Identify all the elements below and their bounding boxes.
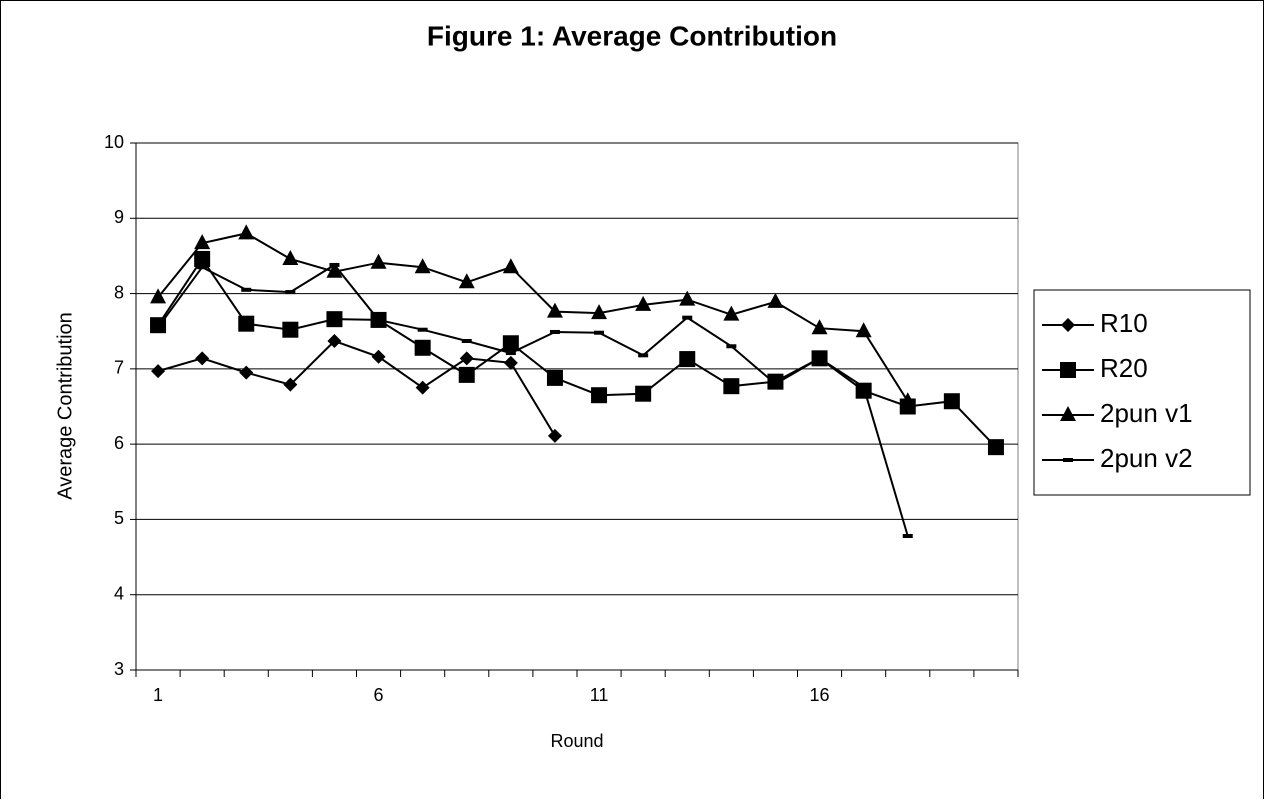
marker: [591, 304, 608, 320]
marker: [635, 295, 652, 311]
marker: [899, 392, 916, 408]
marker: [285, 290, 296, 295]
y-tick-label: 7: [114, 358, 124, 378]
marker: [902, 533, 913, 538]
x-axis-label: Round: [550, 731, 603, 751]
chart-title: Figure 1: Average Contribution: [427, 20, 837, 51]
marker: [679, 290, 696, 306]
marker: [723, 305, 740, 321]
marker: [770, 381, 781, 386]
marker: [195, 351, 210, 366]
marker: [373, 317, 384, 322]
marker: [546, 369, 563, 386]
marker: [238, 315, 255, 332]
marker: [151, 364, 166, 379]
marker: [943, 393, 960, 410]
legend-label: 2pun v1: [1100, 398, 1193, 428]
y-tick-label: 5: [114, 508, 124, 528]
marker: [723, 378, 740, 395]
marker: [814, 356, 825, 361]
marker: [987, 439, 1004, 456]
series-line: [157, 263, 909, 537]
x-tick-label: 16: [810, 685, 830, 705]
y-tick-label: 10: [104, 132, 124, 152]
marker: [459, 351, 474, 366]
marker: [153, 325, 164, 330]
marker: [855, 322, 872, 338]
marker: [194, 250, 211, 267]
marker: [502, 335, 519, 352]
y-tick-label: 4: [114, 583, 124, 603]
marker: [503, 355, 518, 370]
marker: [326, 311, 343, 328]
marker: [241, 287, 252, 292]
marker: [726, 344, 737, 349]
marker: [461, 339, 472, 344]
marker: [546, 302, 563, 318]
marker: [238, 224, 255, 240]
x-tick-label: 6: [374, 685, 384, 705]
x-tick-label: 11: [590, 685, 609, 705]
marker: [682, 315, 693, 320]
legend-label: R10: [1100, 308, 1148, 338]
marker: [502, 258, 519, 274]
marker: [1063, 458, 1073, 462]
marker: [327, 334, 342, 349]
plot-area: [135, 142, 1019, 671]
marker: [767, 292, 784, 308]
marker: [415, 380, 430, 395]
series-line: [157, 232, 909, 402]
marker: [371, 349, 386, 364]
marker: [1060, 406, 1076, 421]
marker: [505, 351, 516, 356]
marker: [811, 319, 828, 335]
marker: [858, 384, 869, 389]
marker: [547, 428, 562, 443]
x-tick-label: 1: [153, 685, 163, 705]
marker: [370, 253, 387, 269]
legend-label: 2pun v2: [1100, 443, 1193, 473]
legend-label: R20: [1100, 353, 1148, 383]
marker: [282, 321, 299, 338]
marker: [150, 288, 167, 304]
marker: [197, 265, 208, 270]
marker: [1061, 318, 1075, 332]
marker: [458, 273, 475, 289]
marker: [239, 365, 254, 380]
marker: [591, 387, 608, 404]
marker: [549, 329, 560, 334]
marker: [1060, 362, 1076, 378]
marker: [329, 262, 340, 267]
marker: [326, 262, 343, 278]
y-tick-label: 8: [114, 282, 124, 302]
marker: [635, 385, 652, 402]
marker: [194, 234, 211, 250]
marker: [679, 351, 696, 368]
marker: [282, 249, 299, 265]
y-axis-label: Average Contribution: [54, 312, 76, 500]
y-tick-label: 9: [114, 207, 124, 227]
marker: [283, 377, 298, 392]
y-tick-label: 3: [114, 659, 124, 679]
marker: [417, 327, 428, 332]
marker: [414, 339, 431, 356]
marker: [594, 330, 605, 335]
marker: [638, 353, 649, 358]
marker: [458, 366, 475, 383]
marker: [414, 258, 431, 274]
y-tick-label: 6: [114, 433, 124, 453]
series-line: [157, 339, 556, 437]
